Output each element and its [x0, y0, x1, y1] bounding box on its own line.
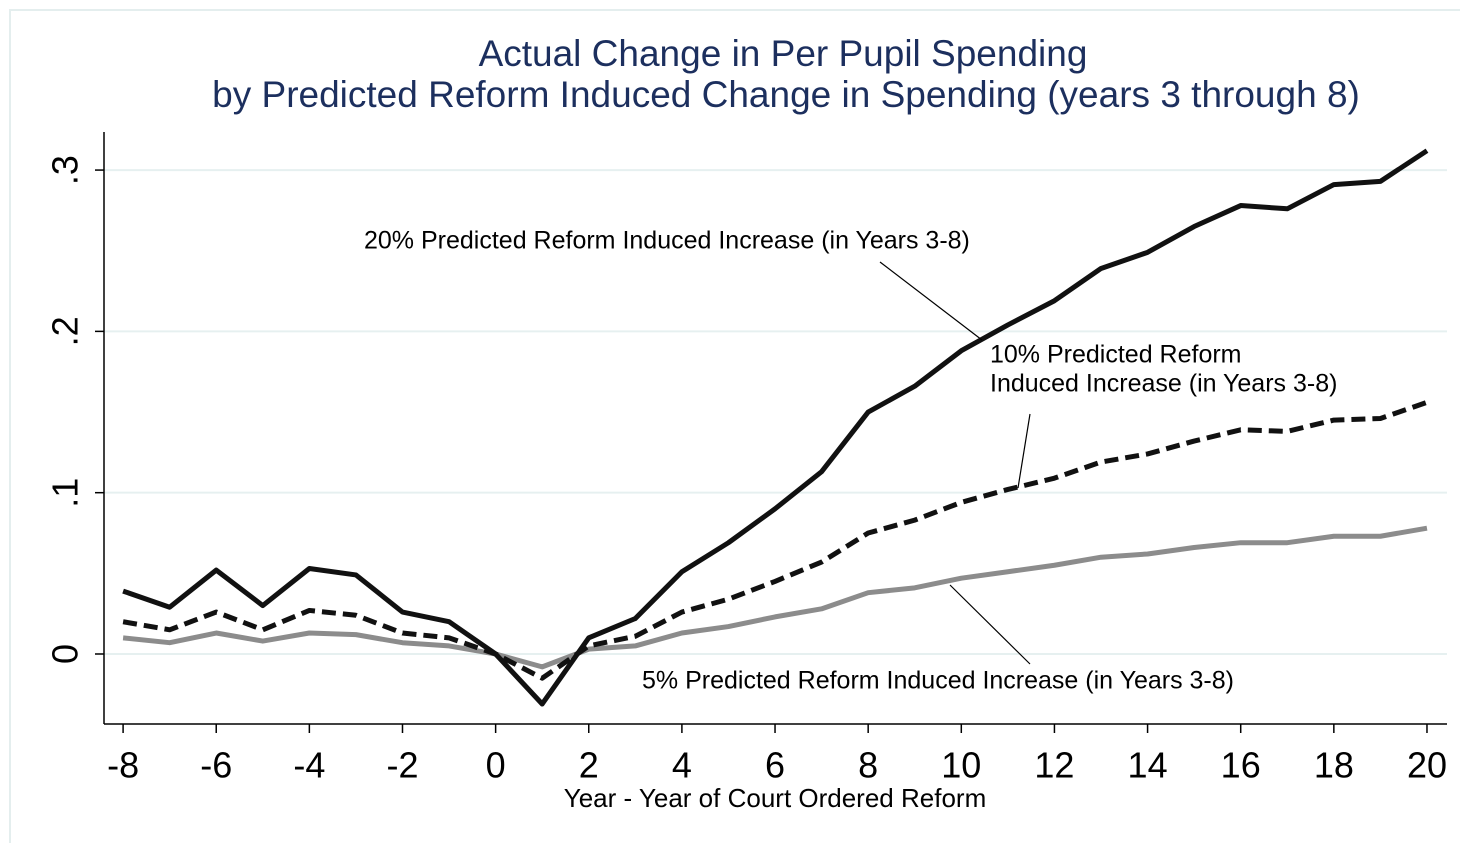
- annotation-leader: [1017, 413, 1031, 489]
- x-tick-label: -4: [293, 745, 325, 786]
- x-tick-label: 18: [1314, 745, 1354, 786]
- x-tick-label: 4: [672, 745, 692, 786]
- frame: [9, 9, 1460, 843]
- y-tick-label: .3: [45, 155, 86, 185]
- x-tick-label: -2: [386, 745, 418, 786]
- annotation: 10% Predicted Reform: [990, 341, 1242, 369]
- annotation-leader: [879, 261, 983, 341]
- annotation: 5% Predicted Reform Induced Increase (in…: [642, 667, 1234, 695]
- x-axis-label: Year - Year of Court Ordered Reform: [564, 783, 986, 813]
- x-tick-label: 2: [579, 745, 599, 786]
- y-tick-label: .1: [45, 478, 86, 508]
- x-tick-label: 12: [1034, 745, 1074, 786]
- series-line: [122, 399, 1428, 681]
- x-tick-label: 8: [858, 745, 878, 786]
- x-tick-label: 0: [486, 745, 506, 786]
- annotation-leader: [949, 584, 1031, 665]
- x-tick-label: 14: [1128, 745, 1168, 786]
- y-tick-label: .2: [45, 316, 86, 346]
- annotation: 20% Predicted Reform Induced Increase (i…: [364, 227, 970, 255]
- y-tick-label: 0: [45, 644, 86, 664]
- chart-title: Actual Change in Per Pupil Spending: [479, 33, 1088, 74]
- chart-title: by Predicted Reform Induced Change in Sp…: [212, 74, 1360, 115]
- series-line: [122, 148, 1429, 707]
- x-tick-label: -8: [107, 745, 139, 786]
- x-tick-label: 6: [765, 745, 785, 786]
- x-tick-label: 10: [941, 745, 981, 786]
- x-tick-label: 16: [1221, 745, 1261, 786]
- x-tick-label: 20: [1407, 745, 1447, 786]
- series-line: [122, 525, 1428, 670]
- x-tick-label: -6: [200, 745, 232, 786]
- annotation: Induced Increase (in Years 3-8): [990, 370, 1337, 398]
